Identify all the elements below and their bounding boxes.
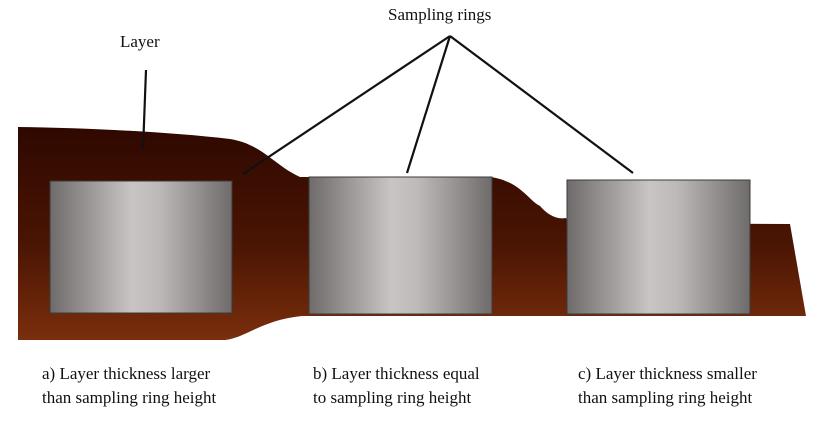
sampling-ring-leader-line-b xyxy=(405,35,452,174)
caption-a-line1: a) Layer thickness larger xyxy=(42,364,211,383)
layer-leader-line xyxy=(141,69,148,151)
caption-c-line1: c) Layer thickness smaller xyxy=(578,364,757,383)
caption-c: c) Layer thickness smaller than sampling… xyxy=(578,362,757,410)
sampling-ring-leader-line-a xyxy=(242,35,451,175)
caption-a-line2: than sampling ring height xyxy=(42,388,217,407)
sampling-ring-b xyxy=(308,176,493,315)
sampling-rings-label: Sampling rings xyxy=(388,5,492,24)
caption-b-line2: to sampling ring height xyxy=(313,388,472,407)
sampling-ring-a xyxy=(49,180,233,314)
sampling-ring-c xyxy=(566,179,751,315)
caption-b-line1: b) Layer thickness equal xyxy=(313,364,480,383)
caption-b: b) Layer thickness equal to sampling rin… xyxy=(313,362,480,410)
sampling-ring-leader-line-c xyxy=(449,35,634,174)
layer-label: Layer xyxy=(120,32,160,51)
caption-a: a) Layer thickness larger than sampling … xyxy=(42,362,216,410)
caption-c-line2: than sampling ring height xyxy=(578,388,753,407)
